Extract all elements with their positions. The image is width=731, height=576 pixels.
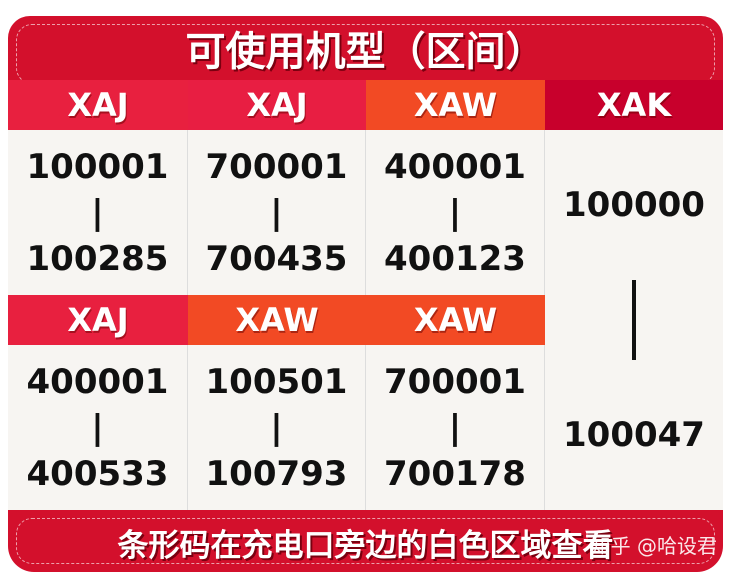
range-end: 400533 bbox=[26, 453, 169, 494]
range-cell: 700001 | 700435 bbox=[188, 130, 366, 295]
range-cell: 700001 | 700178 bbox=[366, 345, 545, 510]
range-separator: | bbox=[91, 407, 104, 448]
range-start: 400001 bbox=[384, 146, 526, 187]
range-separator: | bbox=[91, 192, 104, 233]
header-xaj: XAJ bbox=[8, 80, 188, 130]
range-separator-line bbox=[632, 280, 636, 360]
range-end: 400123 bbox=[384, 238, 526, 279]
page-title: 可使用机型（区间） bbox=[185, 29, 546, 75]
header-xaw: XAW bbox=[366, 295, 545, 345]
range-start: 100001 bbox=[26, 146, 169, 187]
range-separator: | bbox=[270, 192, 283, 233]
range-separator: | bbox=[448, 407, 462, 448]
range-end: 700178 bbox=[384, 453, 526, 494]
header-xaw: XAW bbox=[188, 295, 366, 345]
header-xaj: XAJ bbox=[188, 80, 366, 130]
footer-note: 条形码在充电口旁边的白色区域查看 bbox=[117, 527, 614, 564]
header-xaj: XAJ bbox=[8, 295, 188, 345]
range-start: 700001 bbox=[205, 146, 348, 187]
range-end: 700435 bbox=[205, 238, 348, 279]
range-end: 100793 bbox=[205, 453, 348, 494]
header-xaw: XAW bbox=[366, 80, 545, 130]
range-start: 400001 bbox=[26, 361, 169, 402]
range-separator: | bbox=[448, 192, 462, 233]
header-xak: XAK bbox=[545, 80, 723, 130]
range-cell: 100000 100047 bbox=[545, 130, 723, 510]
range-cell: 400001 | 400123 bbox=[366, 130, 545, 295]
stitch-border bbox=[16, 518, 715, 564]
range-separator: | bbox=[270, 407, 283, 448]
model-panel: 可使用机型（区间） XAJ XAJ XAW XAK 100001 | 100285 … bbox=[8, 16, 723, 572]
range-start: 100000 bbox=[563, 185, 705, 225]
range-start: 700001 bbox=[384, 361, 526, 402]
range-start: 100501 bbox=[205, 361, 348, 402]
watermark: 知乎 @哈设君 bbox=[590, 534, 717, 558]
range-cell: 100501 | 100793 bbox=[188, 345, 366, 510]
range-end: 100047 bbox=[563, 415, 705, 455]
range-cell: 100001 | 100285 bbox=[8, 130, 188, 295]
range-cell: 400001 | 400533 bbox=[8, 345, 188, 510]
range-end: 100285 bbox=[26, 238, 169, 279]
